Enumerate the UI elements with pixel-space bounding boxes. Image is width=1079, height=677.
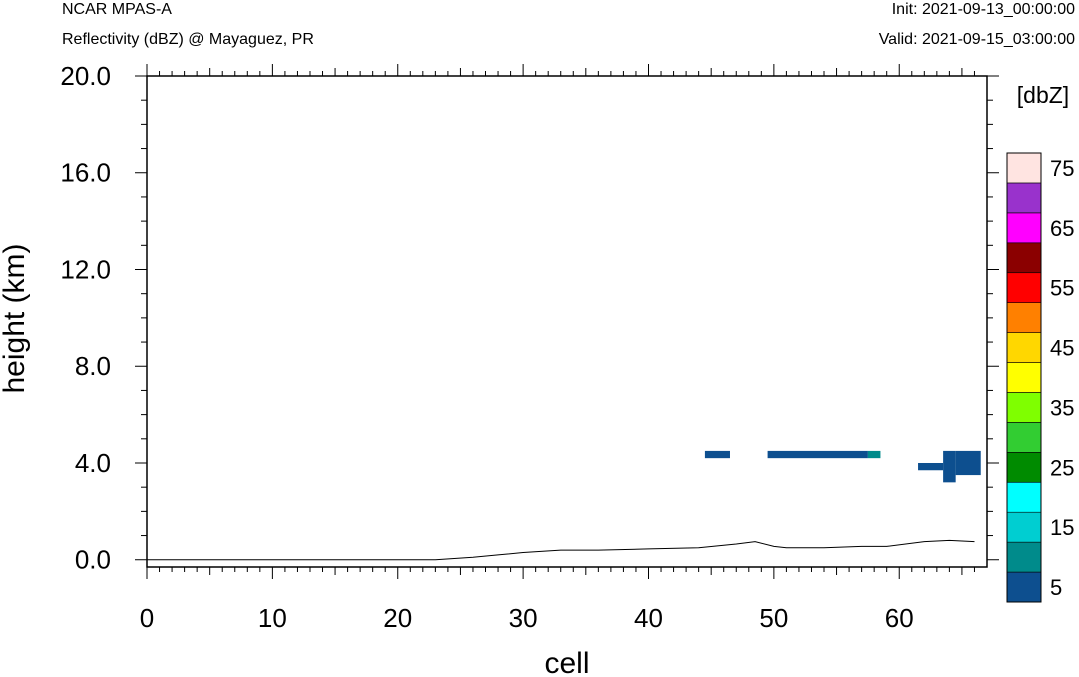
colorbar-title: [dbZ] [1017,82,1069,108]
x-tick-label: 10 [258,603,287,633]
y-tick-label: 0.0 [75,545,111,575]
colorbar-label: 55 [1050,276,1074,301]
x-tick-label: 30 [509,603,538,633]
y-tick-label: 4.0 [75,448,111,478]
reflectivity-cell [943,450,956,483]
colorbar-label: 45 [1050,336,1074,361]
colorbar-label: 15 [1050,515,1074,540]
reflectivity-cell [704,450,730,459]
colorbar-swatch [1006,302,1042,333]
x-tick-label: 20 [383,603,412,633]
colorbar-swatch [1006,212,1042,244]
colorbar-label: 5 [1050,575,1062,600]
y-tick-label: 8.0 [75,351,111,381]
y-tick-label: 12.0 [60,254,111,284]
colorbar-swatch [1006,452,1042,483]
x-tick-label: 60 [885,603,914,633]
y-tick-label: 20.0 [60,61,111,91]
reflectivity-cell [918,462,944,471]
colorbar-swatch [1006,332,1042,363]
colorbar-swatch [1006,571,1042,603]
reflectivity-cell [867,450,881,459]
colorbar-swatch [1006,362,1042,393]
plot-area [147,76,987,567]
reflectivity-cell [955,450,981,476]
colorbar-swatch [1006,272,1042,303]
colorbar-label: 65 [1050,216,1074,241]
x-tick-label: 40 [634,603,663,633]
colorbar-label: 75 [1050,156,1074,181]
x-tick-label: 0 [140,603,154,633]
field-subtitle: Reflectivity (dBZ) @ Mayaguez, PR [62,31,314,48]
colorbar-swatch [1006,541,1042,573]
colorbar-swatch [1006,481,1042,513]
y-tick-label: 16.0 [60,158,111,188]
x-axis-label: cell [544,647,589,677]
colorbar-swatch [1006,392,1042,423]
colorbar-label: 25 [1050,455,1074,480]
colorbar-swatch [1006,242,1042,274]
terrain-line [147,539,975,561]
colorbar-swatch [1006,422,1042,453]
colorbar-frame [1006,152,1042,603]
y-axis-label: height (km) [0,243,31,393]
model-title: NCAR MPAS-A [62,1,172,18]
init-time: Init: 2021-09-13_00:00:00 [891,1,1075,18]
reflectivity-cell [767,450,868,459]
valid-time: Valid: 2021-09-15_03:00:00 [878,31,1075,48]
colorbar-swatch [1006,152,1042,184]
colorbar-swatch [1006,182,1042,214]
colorbar-label: 35 [1050,395,1074,420]
colorbar-swatch [1006,511,1042,543]
x-tick-label: 50 [759,603,788,633]
plot-frame [146,75,988,568]
